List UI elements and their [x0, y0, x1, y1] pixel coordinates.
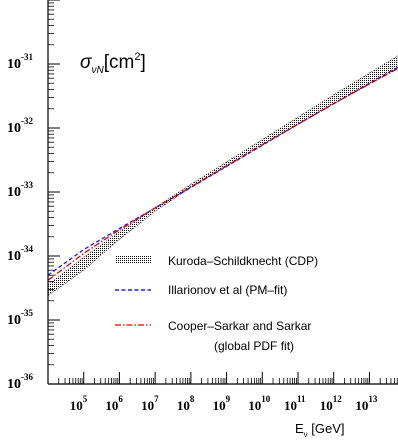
- y-tick-label-base: 10: [7, 185, 21, 200]
- legend-label-pm-fit: Illarionov et al (PM–fit): [168, 283, 287, 297]
- legend-label-cdp: Kuroda–Schildknecht (CDP): [168, 254, 318, 268]
- x-tick-label-exponent: 13: [368, 394, 378, 404]
- x-tick-label-base: 10: [248, 398, 261, 413]
- x-tick-label: 1010: [248, 394, 270, 413]
- x-tick-label-base: 10: [141, 398, 154, 413]
- legend-label-pdf-fit-line2: (global PDF fit): [214, 339, 294, 353]
- x-tick-label: 108: [177, 394, 195, 413]
- y-tick-label-exponent: -31: [21, 52, 33, 62]
- x-tick-label: 107: [141, 394, 159, 413]
- x-tick-label: 1013: [355, 394, 378, 413]
- y-tick-label: 10-36: [7, 372, 33, 392]
- inset-label-unit-power: 2: [134, 51, 140, 63]
- x-tick-label-base: 10: [320, 398, 333, 413]
- y-tick-label-exponent: -36: [21, 372, 33, 382]
- y-tick-label-exponent: -34: [21, 244, 33, 254]
- y-tick-label-base: 10: [7, 121, 21, 136]
- inset-label-subscript: νN: [91, 65, 104, 76]
- x-axis-label: Eν [GeV]: [295, 421, 345, 439]
- x-tick-label: 109: [213, 394, 231, 413]
- y-tick-label: 10-35: [7, 308, 33, 328]
- y-tick-label-exponent: -35: [21, 308, 33, 318]
- series-line-pdf-fit: [47, 67, 398, 281]
- x-tick-label-exponent: 8: [190, 394, 195, 404]
- y-tick-label: 10-32: [7, 116, 33, 136]
- inset-label-unit: [cm: [104, 52, 135, 73]
- x-axis-label-symbol: E: [295, 421, 304, 436]
- x-tick-label: 105: [70, 394, 88, 413]
- x-tick-label-exponent: 9: [226, 394, 231, 404]
- x-axis-label-unit: [GeV]: [308, 421, 345, 436]
- x-tick-label-base: 10: [213, 398, 226, 413]
- y-tick-label-base: 10: [7, 377, 21, 392]
- x-tick-label-base: 10: [284, 398, 297, 413]
- y-tick-label-exponent: -33: [21, 180, 33, 190]
- x-tick-label-exponent: 5: [83, 394, 88, 404]
- x-axis-label-subscript: ν: [304, 430, 308, 439]
- y-tick-label-base: 10: [7, 313, 21, 328]
- x-tick-label-exponent: 11: [297, 394, 306, 404]
- inset-label: σνN[cm2]: [80, 51, 146, 76]
- legend-swatch-cdp: [115, 256, 151, 264]
- x-tick-label: 1012: [320, 394, 343, 413]
- x-tick-label-exponent: 10: [261, 394, 271, 404]
- x-tick-label-base: 10: [177, 398, 190, 413]
- legend-label-pdf-fit: Cooper–Sarkar and Sarkar: [168, 319, 311, 333]
- y-tick-label: 10-33: [7, 180, 33, 200]
- x-tick-label: 1011: [284, 394, 306, 413]
- y-tick-label: 10-34: [7, 244, 33, 264]
- x-tick-label-base: 10: [355, 398, 368, 413]
- x-tick-label-exponent: 7: [154, 394, 159, 404]
- x-tick-label-base: 10: [70, 398, 83, 413]
- x-tick-label: 106: [105, 394, 123, 413]
- y-tick-label-base: 10: [7, 249, 21, 264]
- legend: Kuroda–Schildknecht (CDP) Illarionov et …: [115, 254, 318, 353]
- y-tick-label: 10-31: [7, 52, 33, 72]
- y-tick-label-base: 10: [7, 57, 21, 72]
- series-band-cdp: [47, 55, 398, 297]
- x-tick-label-exponent: 6: [118, 394, 123, 404]
- inset-label-symbol: σ: [80, 52, 93, 73]
- series-layer: [47, 55, 398, 297]
- x-tick-label-base: 10: [105, 398, 118, 413]
- inset-label-unit-close: ]: [140, 52, 145, 73]
- y-tick-label-exponent: -32: [21, 116, 33, 126]
- x-tick-label-exponent: 12: [333, 394, 343, 404]
